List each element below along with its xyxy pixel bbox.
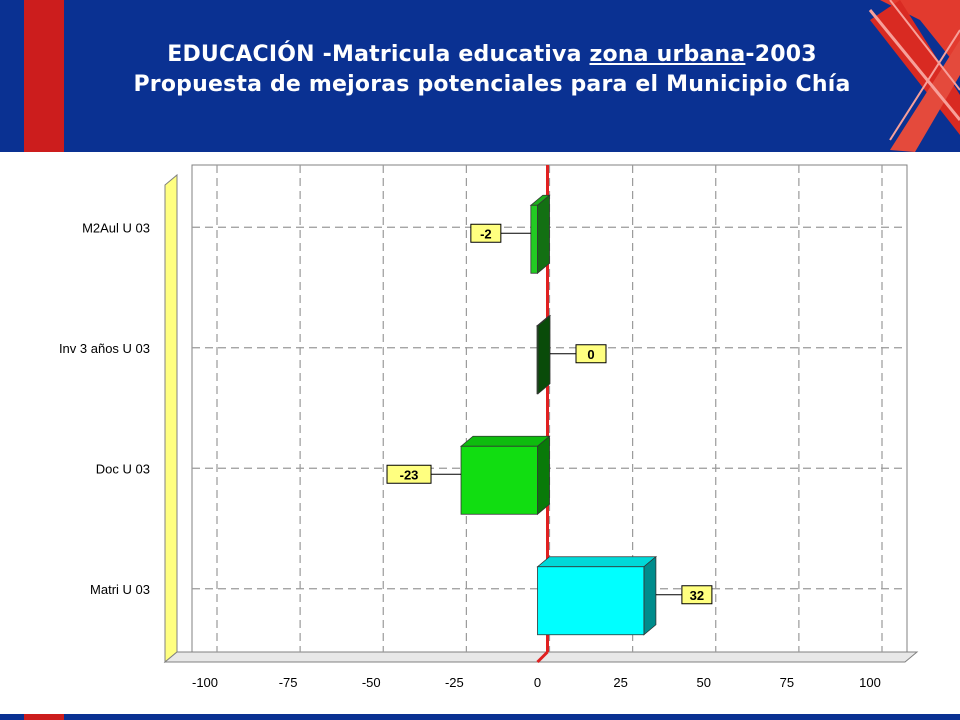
header-red-stripe: [24, 0, 64, 152]
data-label-box: [681, 585, 713, 605]
logo-icon: [860, 0, 960, 152]
data-label: -2: [480, 226, 492, 241]
title-suffix: -2003: [745, 42, 817, 67]
header-band: [0, 0, 960, 152]
bar-3: -23: [386, 435, 551, 516]
x-tick-label: 100: [859, 675, 881, 690]
bar-front-face: [530, 204, 538, 274]
x-tick-label: -100: [192, 675, 218, 690]
footer-red-stripe: [24, 714, 64, 720]
title-underlined: zona urbana: [589, 42, 746, 67]
bar-front-face: [460, 445, 538, 515]
footer-band: [0, 714, 960, 720]
x-tick-label: -50: [362, 675, 381, 690]
data-label-box: [386, 464, 432, 484]
x-tick-label: 50: [697, 675, 711, 690]
title-prefix: EDUCACIÓN -Matricula educativa: [167, 42, 590, 67]
x-tick-label: -75: [279, 675, 298, 690]
x-tick-label: 75: [780, 675, 794, 690]
y-tick-label: Matri U 03: [90, 582, 150, 597]
x-tick-label: 0: [534, 675, 541, 690]
bar-2: 0: [535, 314, 607, 395]
page-title-block: EDUCACIÓN -Matricula educativa zona urba…: [64, 40, 920, 100]
data-label: 32: [690, 588, 704, 603]
y-tick-label: Inv 3 años U 03: [59, 341, 150, 356]
y-tick-label: Doc U 03: [96, 461, 150, 476]
bar-chart: -100 -75 -50 -25 0 25 50 75 100 M2Aul U 03 Inv 3 a…: [59, 164, 919, 690]
bar-4: 32: [536, 555, 713, 636]
x-tick-label: 25: [613, 675, 627, 690]
data-label-box: [470, 223, 502, 243]
page-title: EDUCACIÓN -Matricula educativa zona urba…: [64, 40, 920, 70]
bar-top-face: [459, 435, 551, 447]
bar-side-face: [643, 555, 657, 636]
page-subtitle: Propuesta de mejoras potenciales para el…: [133, 72, 851, 97]
bar-1: -2: [470, 194, 551, 275]
bar-front-face: [536, 325, 539, 395]
y-tick-label: M2Aul U 03: [82, 220, 150, 235]
x-tick-label: -25: [445, 675, 464, 690]
bar-side-face: [537, 435, 550, 516]
plot-left-wall: [164, 173, 178, 664]
bar-side-face: [537, 194, 550, 275]
data-label-box: [575, 344, 607, 364]
bar-top-face: [536, 556, 658, 568]
bar-side-face: [537, 314, 551, 395]
data-label: 0: [587, 347, 594, 362]
data-label: -23: [400, 467, 419, 482]
bar-front-face: [537, 566, 645, 636]
zero-line-floor: [536, 650, 549, 664]
